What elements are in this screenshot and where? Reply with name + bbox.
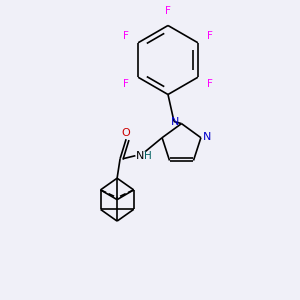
Text: N: N xyxy=(171,117,179,127)
Text: F: F xyxy=(165,6,171,16)
Text: F: F xyxy=(207,31,213,40)
Text: H: H xyxy=(144,151,152,161)
Text: O: O xyxy=(122,128,130,138)
Text: F: F xyxy=(123,80,129,89)
Text: F: F xyxy=(123,31,129,40)
Text: N: N xyxy=(135,151,144,161)
Text: N: N xyxy=(203,132,212,142)
Text: F: F xyxy=(207,80,213,89)
